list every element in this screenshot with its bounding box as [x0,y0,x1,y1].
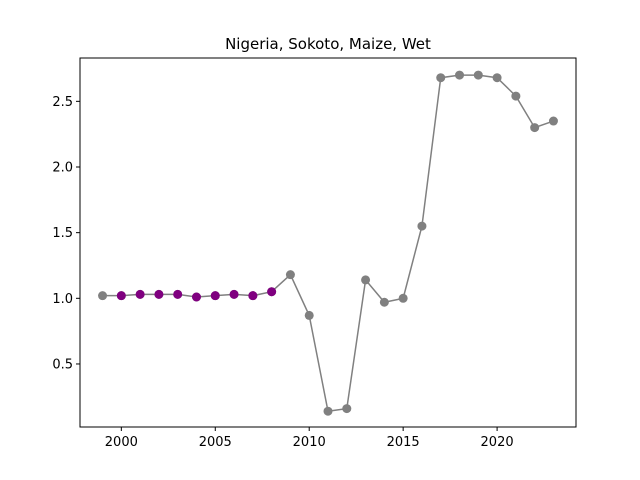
data-point [492,73,502,83]
chart-title: Nigeria, Sokoto, Maize, Wet [225,35,431,53]
data-point [417,221,427,231]
data-point [379,297,389,307]
highlight-point [135,289,145,299]
data-point [285,270,295,280]
data-point [304,310,314,320]
data-point [436,73,446,83]
data-point [342,404,352,414]
highlight-point [116,291,126,301]
x-tick-label: 2000 [105,435,138,450]
data-point [398,293,408,303]
series-layer [98,70,558,416]
data-point [323,406,333,416]
highlight-point [173,289,183,299]
x-tick-label: 2015 [387,435,420,450]
highlight-point [267,287,277,297]
data-point [530,123,540,133]
highlight-point [191,292,201,302]
highlight-point [248,291,258,301]
axes-layer: 2000 2005 2010 2015 2020 0.5 1.0 1.5 2.0 2.5 [52,57,577,450]
data-point [361,275,371,285]
highlight-point [154,289,164,299]
data-point [455,70,465,80]
data-point [98,291,108,301]
plot-frame [79,57,577,428]
y-tick-label: 1.5 [52,226,73,241]
x-tick-label: 2010 [293,435,326,450]
y-tick-label: 1.0 [52,292,73,307]
highlight-point [210,291,220,301]
x-tick-label: 2020 [481,435,514,450]
y-tick-label: 2.0 [52,160,73,175]
data-point [548,116,558,126]
y-tick-label: 2.5 [52,95,73,110]
data-point [473,70,483,80]
y-tick-label: 0.5 [52,357,73,372]
data-point [511,91,521,101]
x-tick-label: 2005 [199,435,232,450]
highlight-point [229,289,239,299]
